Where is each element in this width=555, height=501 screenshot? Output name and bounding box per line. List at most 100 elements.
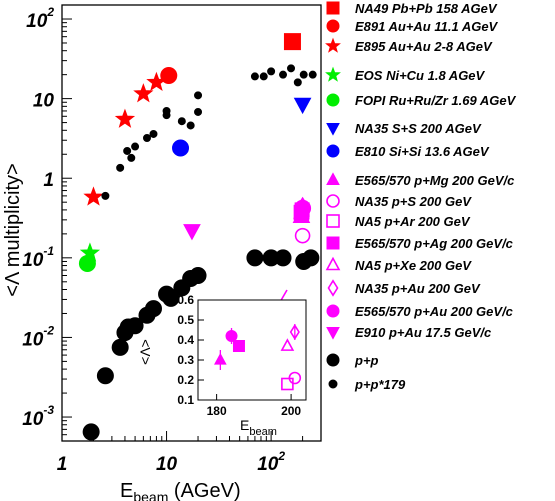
data-point	[123, 146, 132, 155]
data-point	[308, 70, 317, 79]
data-point	[144, 300, 162, 318]
data-point	[279, 70, 288, 79]
inset-y-tick-label: 0.3	[177, 353, 194, 367]
data-point	[78, 254, 96, 272]
data-point	[274, 249, 292, 267]
data-point	[186, 121, 195, 130]
legend-marker	[325, 256, 341, 271]
legend-marker	[326, 1, 340, 15]
inset-x-tick-label: 200	[281, 404, 301, 418]
y-axis-title: <Λ multiplicity>	[2, 163, 24, 296]
inset-y-tick-label: 0.5	[177, 313, 194, 327]
legend-marker	[326, 93, 340, 107]
inset-data-point	[289, 323, 300, 341]
data-point	[146, 71, 167, 91]
legend-label: E910 p+Au 17.5 GeV/c	[355, 325, 492, 340]
data-point	[189, 266, 207, 284]
legend-label: FOPI Ru+Ru/Zr 1.69 AGeV	[355, 93, 517, 108]
data-point	[183, 224, 201, 241]
y-tick-labels: 102 10 1 10-1 10-2 10-3	[22, 5, 54, 430]
legend: NA49 Pb+Pb 158 AGeV E891 Au+Au 11.1 AGeV E…	[325, 1, 517, 392]
legend-label: NA49 Pb+Pb 158 AGeV	[355, 1, 498, 16]
data-point	[83, 186, 104, 206]
inset-y-axis-title: <Λ>	[137, 339, 153, 365]
y-tick-label: 1	[43, 170, 54, 191]
legend-label: p+p*179	[354, 377, 406, 392]
legend-label: E810 Si+Si 13.6 AGeV	[355, 144, 490, 159]
x-tick-label: 1	[57, 454, 68, 475]
y-tick-label: 10-1	[22, 244, 54, 271]
x-tick-labels: 1 10 102	[57, 449, 286, 475]
legend-label: NA35 p+S 200 GeV	[355, 194, 472, 209]
data-point	[293, 97, 312, 115]
data-point	[111, 338, 129, 356]
legend-marker	[326, 304, 340, 318]
data-point	[194, 107, 203, 116]
data-point	[96, 367, 114, 385]
legend-label: NA35 S+S 200 AGeV	[355, 121, 482, 136]
y-tick-label: 102	[26, 5, 54, 32]
data-point	[126, 317, 144, 335]
inset-data-point	[225, 330, 238, 342]
inset-x-axis-title: Ebeam	[240, 417, 277, 438]
y-tick-label: 10-3	[22, 403, 54, 430]
legend-label: E891 Au+Au 11.1 AGeV	[355, 19, 499, 34]
data-point	[162, 289, 180, 307]
legend-marker	[328, 379, 338, 389]
legend-label: E565/570 p+Au 200 GeV/c	[355, 304, 514, 319]
legend-marker	[325, 66, 341, 82]
y-tick-label: 10-2	[22, 323, 54, 350]
data-point	[149, 129, 158, 138]
data-point	[267, 67, 276, 76]
y-tick-label: 10	[33, 91, 55, 112]
inset-axis-ticks	[198, 299, 292, 401]
inset-plot: 180 200 0.1 0.2 0.3 0.4 0.5 0.6 Ebeam <Λ>	[137, 293, 307, 438]
inset-y-tick-label: 0.4	[177, 333, 194, 347]
inset-data-point	[232, 340, 245, 352]
data-point	[299, 70, 308, 79]
data-point	[162, 106, 171, 115]
legend-marker	[326, 19, 340, 33]
legend-label: E565/570 p+Ag 200 GeV/c	[355, 236, 514, 251]
legend-marker	[326, 172, 340, 185]
legend-label: p+p	[354, 353, 379, 368]
legend-marker	[326, 144, 340, 158]
data-points	[78, 33, 320, 441]
legend-marker	[326, 353, 340, 367]
legend-label: NA5 p+Xe 200 GeV	[355, 258, 472, 273]
legend-marker	[325, 37, 341, 53]
data-point	[116, 163, 125, 172]
plot-area: 1 10 102 102 10 1 10-1 10-2 10-3	[22, 4, 322, 475]
legend-marker	[326, 214, 340, 228]
legend-marker	[326, 236, 340, 250]
legend-label: E565/570 p+Mg 200 GeV/c	[355, 173, 515, 188]
data-point	[133, 83, 154, 103]
data-point	[250, 72, 259, 81]
legend-marker	[326, 327, 340, 340]
data-point	[194, 91, 203, 100]
data-point	[177, 117, 186, 126]
inset-x-tick-labels: 180 200	[207, 404, 302, 418]
inset-data-points	[214, 323, 302, 391]
data-point	[259, 72, 268, 81]
inset-y-tick-labels: 0.1 0.2 0.3 0.4 0.5 0.6	[177, 293, 194, 407]
data-point	[246, 249, 264, 267]
data-point	[287, 64, 296, 73]
legend-label: E895 Au+Au 2-8 AGeV	[355, 39, 493, 54]
inset-y-tick-label: 0.1	[177, 393, 194, 407]
data-point	[142, 134, 151, 143]
legend-label: NA5 p+Ar 200 GeV	[355, 214, 471, 229]
data-point	[294, 227, 311, 244]
data-point	[283, 33, 301, 51]
legend-marker	[327, 279, 339, 297]
legend-marker	[326, 123, 340, 136]
data-point	[114, 108, 136, 128]
inset-x-tick-label: 180	[207, 404, 227, 418]
legend-label: EOS Ni+Cu 1.8 AGeV	[355, 68, 486, 83]
inset-data-point	[280, 338, 295, 351]
legend-label: NA35 p+Au 200 GeV	[355, 281, 481, 296]
axis-ticks	[61, 18, 322, 442]
data-point	[131, 142, 140, 151]
inset-data-point	[214, 352, 227, 365]
